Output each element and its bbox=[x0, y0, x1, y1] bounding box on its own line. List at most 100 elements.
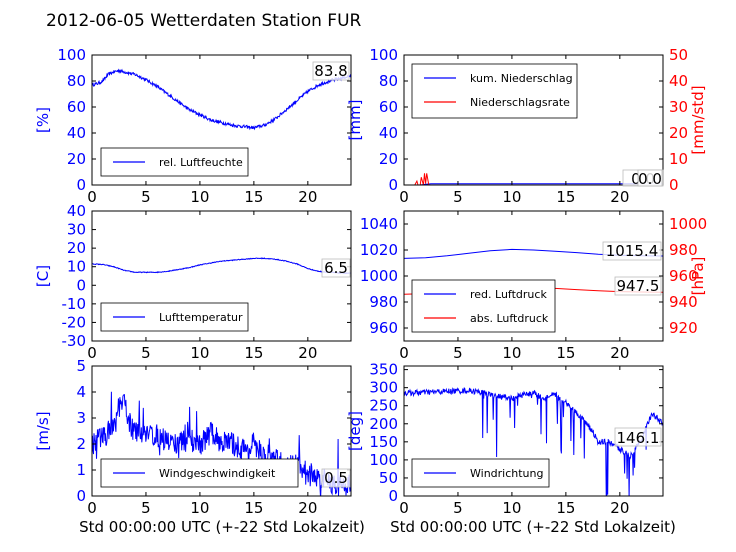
y-tick-label: 1020 bbox=[360, 241, 398, 259]
x-tick-label: 10 bbox=[502, 499, 521, 517]
y-tick-label: 250 bbox=[369, 397, 398, 415]
y-tick-label: 0 bbox=[76, 276, 86, 294]
y-right-tick-label: 920 bbox=[669, 319, 698, 337]
y-tick-label: 1040 bbox=[360, 215, 398, 233]
y-tick-label: 1 bbox=[76, 461, 86, 479]
last-value-annotation: 0.5 bbox=[322, 469, 350, 487]
x-tick-label: 0 bbox=[87, 344, 97, 362]
y-tick-label: 100 bbox=[369, 46, 398, 64]
x-tick-label: 20 bbox=[610, 188, 629, 206]
x-tick-label: 0 bbox=[87, 188, 97, 206]
legend-entry: kum. Niederschlag bbox=[470, 72, 573, 85]
x-tick-label: 5 bbox=[453, 499, 463, 517]
y-axis-label-right: [hPa] bbox=[689, 257, 707, 296]
y-axis-label: [deg] bbox=[346, 411, 364, 451]
y-tick-label: 40 bbox=[379, 124, 398, 142]
panel-p6: 0 5 10 15 20050100150200250300350[deg]Windri… bbox=[346, 361, 663, 517]
x-tick-label: 15 bbox=[556, 499, 575, 517]
y-tick-label: 150 bbox=[369, 433, 398, 451]
y-tick-label: 980 bbox=[369, 293, 398, 311]
y-right-tick-label: 1000 bbox=[669, 215, 707, 233]
y-tick-label: 5 bbox=[76, 357, 86, 375]
x-tick-label: 15 bbox=[556, 188, 575, 206]
legend: Windrichtung bbox=[412, 459, 549, 487]
y-tick-label: 60 bbox=[67, 98, 86, 116]
svg-text:0.0: 0.0 bbox=[638, 170, 662, 188]
panel-p1: 0 5 10 15 20020406080100[%]rel. Luftfeuchte8… bbox=[34, 46, 351, 206]
y-tick-label: 50 bbox=[379, 469, 398, 487]
y-tick-label: 20 bbox=[67, 239, 86, 257]
y-tick-label: 0 bbox=[388, 176, 398, 194]
x-tick-label: 10 bbox=[190, 344, 209, 362]
y-axis-label: [mm] bbox=[346, 100, 364, 141]
panel-p5: 0 5 10 15 20 0 1 2 3 4 5 [m/s] Windgeschwindigkeit 0.… bbox=[34, 357, 351, 517]
y-tick-label: 100 bbox=[369, 451, 398, 469]
y-axis-label: [C] bbox=[34, 265, 52, 287]
last-value-annotation-2: 0.0 bbox=[638, 170, 662, 188]
x-tick-label: 0 bbox=[399, 344, 409, 362]
y-tick-label: 80 bbox=[379, 72, 398, 90]
last-value-annotation: 6.5 bbox=[322, 259, 350, 277]
y-tick-label: -30 bbox=[62, 332, 87, 350]
x-tick-label: 20 bbox=[298, 344, 317, 362]
y-tick-label: -20 bbox=[62, 313, 87, 331]
y-tick-label: 40 bbox=[67, 124, 86, 142]
y-tick-label: 20 bbox=[379, 150, 398, 168]
y-right-tick-label: 30 bbox=[669, 98, 688, 116]
y-tick-label: 2 bbox=[76, 435, 86, 453]
x-tick-label: 5 bbox=[453, 344, 463, 362]
panel-p4: 0 5 10 15 20 960 980 1000 1020 1040 920 940 960 980 10… bbox=[360, 211, 707, 362]
x-axis-label-left: Std 00:00:00 UTC (+-22 Std Lokalzeit) bbox=[79, 518, 365, 536]
y-tick-label: 80 bbox=[67, 72, 86, 90]
legend: rel. Luftfeuchte bbox=[101, 148, 248, 176]
last-value-annotation: 1015.4 bbox=[603, 242, 661, 260]
y-tick-label: 3 bbox=[76, 409, 86, 427]
x-tick-label: 20 bbox=[298, 188, 317, 206]
svg-text:146.1: 146.1 bbox=[617, 429, 660, 447]
y-tick-label: 40 bbox=[67, 202, 86, 220]
x-tick-label: 20 bbox=[610, 344, 629, 362]
y-tick-label: 20 bbox=[67, 150, 86, 168]
legend-entry: red. Luftdruck bbox=[470, 288, 547, 301]
x-tick-label: 10 bbox=[190, 499, 209, 517]
y-right-tick-label: 20 bbox=[669, 124, 688, 142]
y-right-tick-label: 50 bbox=[669, 46, 688, 64]
svg-text:1015.4: 1015.4 bbox=[606, 242, 659, 260]
last-value-annotation: 83.8 bbox=[313, 62, 349, 80]
legend-entry: Windgeschwindigkeit bbox=[159, 467, 276, 480]
x-tick-label: 20 bbox=[610, 499, 629, 517]
x-tick-label: 15 bbox=[556, 344, 575, 362]
x-tick-label: 20 bbox=[298, 499, 317, 517]
y-tick-label: 300 bbox=[369, 379, 398, 397]
x-tick-label: 0 bbox=[399, 188, 409, 206]
x-tick-label: 10 bbox=[502, 188, 521, 206]
y-right-tick-label: 10 bbox=[669, 150, 688, 168]
y-axis-label: [%] bbox=[34, 107, 52, 133]
y-axis-label: [m/s] bbox=[34, 411, 52, 450]
legend-entry: rel. Luftfeuchte bbox=[159, 156, 243, 169]
legend: kum. Niederschlag Niederschlagsrate bbox=[412, 64, 577, 118]
legend-entry: abs. Luftdruck bbox=[470, 312, 549, 325]
x-tick-label: 0 bbox=[87, 499, 97, 517]
y-tick-label: 0 bbox=[76, 487, 86, 505]
x-tick-label: 0 bbox=[399, 499, 409, 517]
x-tick-label: 15 bbox=[244, 499, 263, 517]
y-axis-label-right: [mm/std] bbox=[689, 85, 707, 154]
x-tick-label: 5 bbox=[453, 188, 463, 206]
y-tick-label: 0 bbox=[388, 487, 398, 505]
y-right-tick-label: 980 bbox=[669, 241, 698, 259]
y-tick-label: 4 bbox=[76, 383, 86, 401]
last-value-annotation-2: 947.5 bbox=[615, 277, 661, 295]
x-tick-label: 10 bbox=[190, 188, 209, 206]
svg-text:947.5: 947.5 bbox=[617, 277, 660, 295]
panel-p3: 0 5 10 15 20-30-20-10010203040[C]Lufttempera… bbox=[34, 202, 351, 362]
y-right-tick-label: 40 bbox=[669, 72, 688, 90]
y-tick-label: 100 bbox=[57, 46, 86, 64]
figure-title: 2012-06-05 Wetterdaten Station FUR bbox=[46, 11, 362, 31]
legend: Windgeschwindigkeit bbox=[101, 459, 298, 487]
series-line-p1-0 bbox=[92, 70, 351, 129]
legend-entry: Lufttemperatur bbox=[159, 311, 243, 324]
y-tick-label: 1000 bbox=[360, 267, 398, 285]
y-tick-label: 30 bbox=[67, 221, 86, 239]
legend: Lufttemperatur bbox=[101, 303, 248, 331]
